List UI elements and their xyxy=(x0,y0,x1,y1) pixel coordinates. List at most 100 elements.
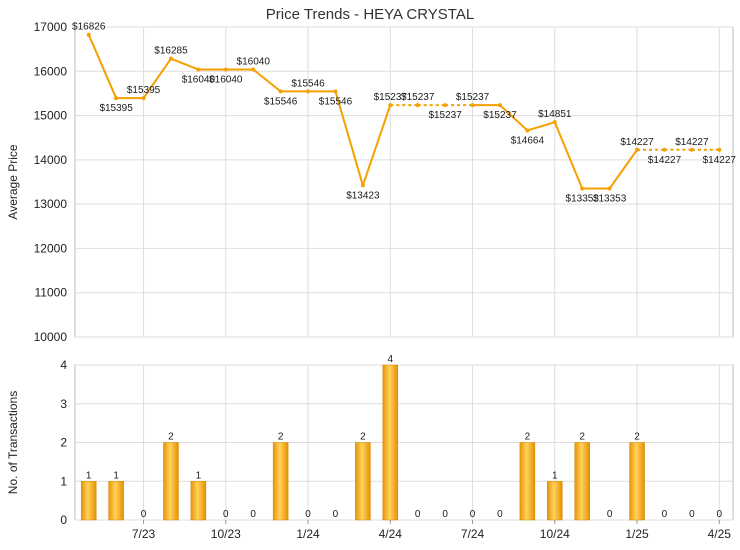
line-point xyxy=(717,147,722,152)
line-point xyxy=(443,103,448,108)
line-point xyxy=(607,186,612,191)
bar-value-label: 0 xyxy=(662,509,668,520)
line-point xyxy=(415,103,420,108)
point-value-label: $14227 xyxy=(703,155,737,166)
bottom-y-tick-label: 3 xyxy=(60,397,67,411)
bar-value-label: 1 xyxy=(552,470,558,481)
line-point xyxy=(689,147,694,152)
line-segment xyxy=(499,104,529,132)
point-value-label: $14227 xyxy=(648,155,682,166)
top-plot-frame xyxy=(74,26,734,338)
point-value-label: $16285 xyxy=(154,46,188,57)
bar-value-label: 0 xyxy=(689,509,695,520)
point-value-label: $15237 xyxy=(428,110,462,121)
line-segment xyxy=(142,58,172,99)
bottom-y-tick-label: 4 xyxy=(60,358,67,372)
point-value-label: $15237 xyxy=(483,110,517,121)
bar-value-label: 0 xyxy=(607,509,613,520)
point-value-label: $16040 xyxy=(237,57,271,68)
top-y-tick-label: 15000 xyxy=(34,109,68,123)
point-value-label: $15546 xyxy=(264,96,298,107)
bar-value-label: 2 xyxy=(525,432,531,443)
x-tick-label: 10/23 xyxy=(211,527,241,541)
transaction-bar xyxy=(80,481,97,521)
x-tick-label: 4/25 xyxy=(708,527,732,541)
line-point xyxy=(333,89,338,94)
x-tick-label: 7/23 xyxy=(132,527,156,541)
transaction-bar xyxy=(272,442,289,521)
point-value-label: $14851 xyxy=(538,109,572,120)
line-point xyxy=(635,147,640,152)
line-point xyxy=(525,128,530,133)
point-value-label: $15395 xyxy=(99,103,133,114)
bottom-y-tick-label: 1 xyxy=(60,474,67,488)
bar-value-label: 0 xyxy=(470,509,476,520)
top-y-tick-label: 14000 xyxy=(34,153,68,167)
transaction-bar xyxy=(547,481,563,521)
line-segment xyxy=(608,149,638,190)
point-value-label: $15546 xyxy=(319,96,353,107)
transaction-bar xyxy=(108,481,124,521)
point-value-label: $16040 xyxy=(209,75,243,86)
point-value-label: $15237 xyxy=(401,92,435,103)
top-y-axis-label: Average Price xyxy=(6,144,20,219)
bar-value-label: 0 xyxy=(442,509,448,520)
bar-value-label: 1 xyxy=(196,470,202,481)
top-y-tick-label: 11000 xyxy=(35,286,68,300)
top-y-tick-label: 10000 xyxy=(34,330,68,344)
bar-value-label: 2 xyxy=(278,432,284,443)
point-value-label: $15237 xyxy=(456,92,490,103)
x-tick-label: 7/24 xyxy=(461,527,485,541)
line-point xyxy=(168,56,173,61)
bottom-y-tick-label: 0 xyxy=(60,513,67,527)
bar-value-label: 0 xyxy=(497,509,503,520)
line-point xyxy=(141,96,146,101)
x-tick-label: 1/24 xyxy=(296,527,320,541)
line-segment xyxy=(553,121,584,189)
top-y-tick-label: 17000 xyxy=(34,20,68,34)
transaction-bar xyxy=(382,364,399,521)
line-point xyxy=(470,103,475,108)
transaction-bar xyxy=(519,442,536,521)
x-tick-label: 4/24 xyxy=(379,527,403,541)
bottom-y-tick-label: 2 xyxy=(60,436,67,450)
point-value-label: $14227 xyxy=(675,137,709,148)
line-point xyxy=(114,96,119,101)
line-point xyxy=(86,32,91,37)
bar-value-label: 0 xyxy=(223,509,229,520)
transaction-bar xyxy=(163,442,179,521)
bar-value-label: 0 xyxy=(717,509,723,520)
bar-value-label: 2 xyxy=(360,432,366,443)
bar-value-label: 1 xyxy=(113,470,119,481)
top-y-tick-label: 16000 xyxy=(34,64,68,78)
line-point xyxy=(552,120,557,125)
point-value-label: $13423 xyxy=(346,190,380,201)
bar-value-label: 0 xyxy=(415,509,421,520)
point-value-label: $15546 xyxy=(291,78,325,89)
point-value-label: $15237 xyxy=(374,92,408,103)
line-point xyxy=(306,89,311,94)
bar-value-label: 0 xyxy=(333,509,339,520)
line-point xyxy=(251,67,256,72)
bar-value-label: 0 xyxy=(250,509,256,520)
x-tick-label: 10/24 xyxy=(540,527,570,541)
line-point xyxy=(388,103,393,108)
bar-value-label: 4 xyxy=(388,354,394,365)
x-tick-label: 1/25 xyxy=(625,527,649,541)
bar-value-label: 2 xyxy=(634,432,640,443)
line-point xyxy=(360,183,365,188)
top-y-tick-label: 13000 xyxy=(34,197,68,211)
bar-value-label: 2 xyxy=(579,432,585,443)
line-segment xyxy=(87,34,118,99)
line-segment xyxy=(527,121,556,132)
point-value-label: $14227 xyxy=(620,137,654,148)
line-point xyxy=(196,67,201,72)
chart-title: Price Trends - HEYA CRYSTAL xyxy=(265,6,475,23)
point-value-label: $13353 xyxy=(593,194,627,205)
line-segment xyxy=(361,104,392,186)
transaction-bar xyxy=(629,442,645,521)
bar-value-label: 0 xyxy=(305,509,311,520)
line-point xyxy=(662,147,667,152)
transaction-bar xyxy=(355,442,371,521)
